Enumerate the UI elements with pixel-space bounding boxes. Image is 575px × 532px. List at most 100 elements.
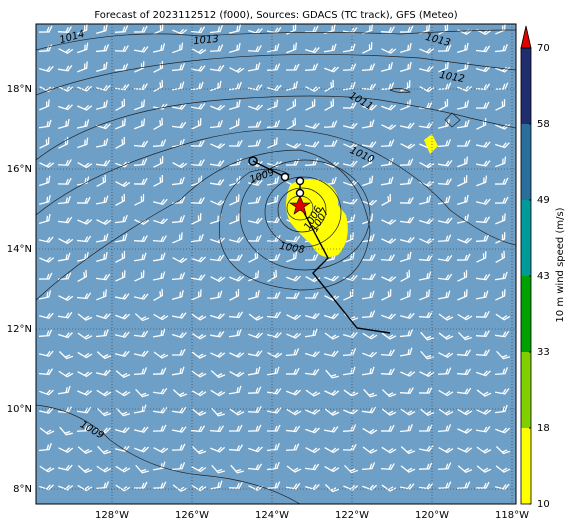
wind-barb — [97, 445, 112, 455]
wind-barb — [399, 216, 415, 224]
wind-barb — [362, 104, 378, 111]
wind-barb — [171, 348, 186, 356]
wind-barb — [133, 367, 148, 376]
wind-barb — [171, 366, 185, 376]
wind-barb — [190, 197, 205, 204]
wind-barb — [38, 272, 53, 280]
wind-barb — [266, 461, 280, 471]
colorbar-segment — [521, 428, 531, 504]
wind-barb — [152, 252, 166, 262]
wind-barb — [115, 465, 131, 473]
wind-barb — [343, 289, 354, 301]
wind-barb — [380, 62, 393, 72]
wind-barb — [475, 234, 490, 242]
wind-barb — [305, 427, 320, 434]
wind-barb — [437, 234, 452, 242]
wind-barb — [457, 408, 473, 416]
wind-barb — [324, 332, 340, 340]
wind-barb — [153, 117, 164, 131]
wind-barb — [39, 65, 54, 73]
wind-barb — [39, 195, 51, 205]
wind-barb — [38, 236, 54, 243]
wind-barb — [58, 332, 73, 339]
wind-barb — [190, 159, 205, 166]
wind-barb — [324, 446, 340, 454]
wind-barb — [266, 253, 281, 261]
wind-barb — [267, 161, 282, 168]
wind-barb — [324, 79, 335, 93]
wind-barb — [38, 368, 53, 376]
wind-barb — [419, 161, 435, 169]
wind-barb — [285, 482, 301, 490]
wind-barb — [38, 443, 53, 452]
wind-barb — [77, 137, 89, 149]
wind-barb — [457, 447, 473, 453]
wind-barb — [494, 177, 509, 185]
wind-barb — [400, 289, 411, 301]
wind-barb — [324, 390, 340, 396]
wind-barb — [437, 217, 453, 224]
wind-barb — [209, 25, 224, 34]
wind-barb — [418, 445, 434, 452]
wind-barb — [115, 181, 131, 188]
wind-barb — [115, 427, 130, 434]
wind-barb — [437, 160, 453, 167]
wind-barb — [209, 330, 225, 338]
wind-barb — [361, 141, 377, 148]
colorbar-tick-label: 49 — [537, 195, 550, 206]
wind-barb — [171, 176, 185, 186]
wind-barb — [77, 104, 93, 111]
wind-barb — [96, 389, 112, 397]
wind-barb — [58, 118, 70, 130]
wind-barb — [438, 352, 454, 359]
wind-barb — [418, 271, 432, 281]
wind-barb — [419, 47, 435, 54]
wind-barb — [248, 313, 264, 321]
wind-barb — [380, 26, 395, 33]
wind-barb — [323, 350, 339, 357]
wind-barb — [228, 81, 242, 91]
wind-barb — [77, 332, 93, 340]
wind-barb — [286, 314, 302, 321]
wind-barb — [475, 216, 491, 224]
wind-barb — [476, 409, 492, 415]
wind-barb — [400, 251, 412, 263]
wind-barb — [324, 408, 340, 416]
wind-barb — [152, 387, 168, 395]
wind-barb — [248, 270, 260, 282]
wind-barb — [77, 351, 93, 359]
wind-barb — [475, 160, 491, 167]
wind-barb — [266, 311, 282, 319]
wind-barb — [494, 271, 508, 281]
wind-barb — [399, 483, 415, 490]
wind-barb — [152, 43, 166, 53]
wind-barb — [381, 193, 392, 206]
wind-barb — [380, 157, 394, 167]
wind-barb — [153, 447, 169, 454]
wind-barb — [133, 177, 148, 185]
wind-barb — [77, 389, 93, 396]
wind-barb — [38, 290, 52, 300]
wind-barb — [95, 159, 111, 167]
lat-tick-label: 14°N — [7, 244, 32, 255]
wind-barb — [475, 45, 491, 53]
wind-barb — [209, 159, 225, 167]
wind-barb — [209, 179, 225, 186]
wind-barb — [266, 120, 281, 129]
wind-barb — [211, 407, 225, 417]
wind-barb — [172, 28, 188, 35]
wind-barb — [361, 406, 377, 414]
wind-barb — [152, 367, 167, 375]
wind-barb — [133, 252, 147, 262]
wind-barb — [95, 44, 110, 53]
wind-barb — [171, 121, 187, 129]
colorbar-segment — [521, 124, 531, 200]
wind-barb — [267, 269, 278, 283]
colorbar-tick-label: 70 — [537, 43, 550, 54]
wind-barb — [286, 275, 302, 282]
lat-tick-label: 12°N — [7, 324, 32, 335]
wind-barb — [171, 426, 187, 433]
wind-barb — [324, 295, 340, 301]
wind-barb — [457, 175, 468, 187]
wind-barb — [456, 100, 470, 110]
